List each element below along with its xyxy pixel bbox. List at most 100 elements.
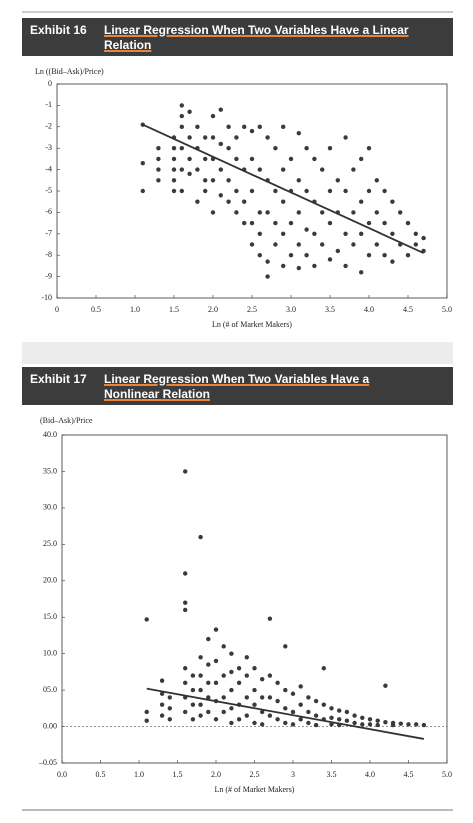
scatter-point — [244, 673, 249, 678]
scatter-point — [327, 257, 333, 262]
scatter-point — [236, 717, 242, 722]
scatter-point — [156, 167, 161, 172]
scatter-point — [226, 146, 231, 151]
y-tick-label: -7 — [45, 229, 52, 238]
scatter-point — [304, 227, 309, 232]
y-tick-label: 40.0 — [43, 430, 57, 439]
scatter-point — [320, 210, 325, 215]
scatter-point — [273, 242, 278, 247]
scatter-point — [171, 178, 177, 183]
y-tick-label: -5 — [45, 186, 52, 195]
scatter-point — [265, 210, 270, 215]
exhibit-label: Exhibit 17 — [30, 372, 87, 386]
x-tick-label: 0.0 — [57, 770, 67, 779]
exhibit-title: Linear Regression When Two Variables Hav… — [104, 372, 370, 401]
scatter-point — [390, 231, 395, 236]
scatter-point — [366, 220, 372, 226]
scatter-point — [218, 167, 223, 172]
scatter-point — [283, 644, 288, 649]
scatter-point — [190, 702, 196, 707]
scatter-point — [195, 199, 200, 204]
x-axis-label: Ln (# of Market Makers) — [215, 785, 295, 794]
scatter-point — [179, 124, 184, 129]
scatter-point — [343, 231, 348, 236]
plot-frame — [61, 434, 448, 764]
scatter-point — [226, 178, 231, 183]
scatter-point — [375, 718, 380, 723]
scatter-point — [398, 721, 403, 726]
scatter-point — [257, 253, 262, 258]
scatter-point — [335, 248, 340, 254]
x-axis-label: Ln (# of Market Makers) — [212, 320, 292, 329]
scatter-point — [421, 235, 426, 241]
scatter-point — [210, 210, 216, 215]
exhibit-header: Exhibit 16 Linear Regression When Two Va… — [22, 18, 453, 56]
scatter-point — [288, 156, 294, 162]
scatter-point — [190, 673, 196, 678]
scatter-point — [249, 220, 255, 226]
scatter-point — [374, 210, 379, 215]
scatter-point — [195, 124, 200, 129]
scatter-point — [252, 666, 257, 671]
scatter-point — [421, 722, 427, 728]
scatter-point — [171, 188, 177, 194]
scatter-point — [234, 135, 239, 140]
x-tick-label: 4.0 — [365, 770, 375, 779]
y-tick-label: 0.00 — [43, 721, 57, 730]
scatter-point — [221, 673, 226, 678]
scatter-point — [281, 124, 286, 129]
scatter-point — [367, 717, 373, 722]
scatter-point — [366, 146, 372, 151]
scatter-point — [374, 178, 379, 183]
scatter-point — [229, 720, 234, 726]
scatter-point — [183, 571, 188, 576]
scatter-point — [242, 220, 247, 226]
scatter-point — [257, 210, 262, 215]
scatter-point — [298, 702, 303, 707]
scatter-point — [290, 722, 296, 727]
scatter-point — [382, 188, 387, 194]
scatter-point — [244, 655, 249, 660]
scatter-point — [179, 113, 184, 119]
scatter-point — [327, 188, 333, 194]
y-tick-label: 0 — [48, 79, 52, 88]
scatter-point — [159, 691, 165, 696]
y-tick-label: 20.0 — [43, 576, 57, 585]
scatter-point — [298, 717, 303, 722]
scatter-point — [344, 709, 350, 715]
scatter-point — [187, 135, 192, 140]
x-tick-label: 3 — [291, 770, 295, 779]
x-tick-label: 3.5 — [327, 770, 337, 779]
scatter-point — [405, 253, 411, 258]
scatter-point — [206, 680, 211, 686]
y-tick-label: -3 — [45, 143, 52, 152]
scatter-point — [198, 713, 203, 718]
scatter-point — [283, 706, 288, 711]
scatter-point — [260, 695, 265, 700]
scatter-point — [257, 167, 262, 172]
scatter-point — [383, 683, 388, 688]
scatter-point — [390, 722, 396, 728]
faded-text-band — [22, 342, 453, 364]
scatter-point — [367, 722, 373, 727]
scatter-point — [327, 146, 333, 151]
scatter-point — [337, 717, 342, 722]
scatter-point — [304, 253, 309, 258]
scatter-point — [343, 263, 348, 269]
scatter-point — [171, 146, 177, 151]
scatter-point — [296, 210, 301, 215]
scatter-point — [265, 274, 270, 279]
scatter-point — [171, 156, 177, 162]
scatter-point — [198, 534, 203, 540]
scatter-point — [167, 717, 172, 722]
y-axis-label: Ln ((Bid–Ask)/Price) — [35, 67, 104, 76]
scatter-point — [329, 715, 334, 721]
scatter-point — [321, 702, 326, 707]
scatter-point — [306, 720, 311, 726]
scatter-point — [374, 242, 379, 247]
scatter-point — [183, 469, 188, 474]
scatter-point — [366, 253, 372, 258]
x-tick-label: 0.5 — [91, 305, 101, 314]
scatter-point — [187, 156, 192, 162]
scatter-point — [226, 124, 231, 129]
